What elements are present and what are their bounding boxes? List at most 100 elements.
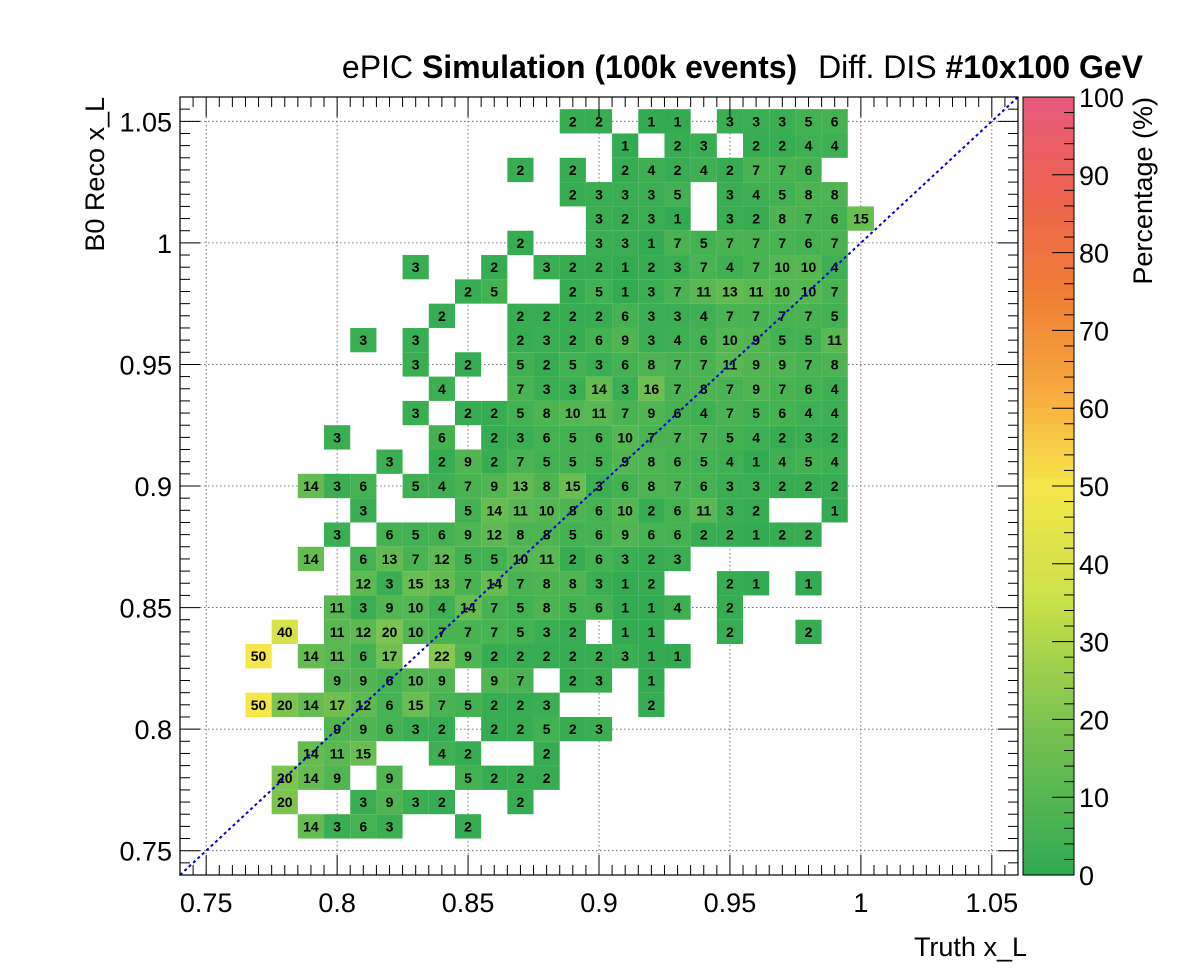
cell-label: 11	[696, 284, 711, 300]
cell-label: 3	[412, 332, 420, 348]
heatmap-cell	[585, 206, 613, 231]
cell-label: 5	[726, 429, 734, 445]
heatmap-cell	[481, 449, 508, 474]
palette-band	[1023, 626, 1074, 635]
heatmap-cell	[690, 327, 717, 353]
z-tick-label: 50	[1079, 472, 1109, 502]
z-tick-label: 90	[1079, 161, 1109, 191]
palette-band	[1023, 587, 1074, 596]
cell-label: 2	[517, 332, 525, 348]
cell-label: 5	[517, 624, 525, 640]
cell-label: 2	[778, 478, 786, 494]
cell-label: 7	[752, 162, 760, 178]
cell-label: 7	[674, 478, 682, 494]
heatmap-cell	[481, 595, 508, 620]
palette-band	[1023, 540, 1074, 549]
cell-label: 3	[674, 308, 682, 324]
heatmap-cell	[638, 279, 665, 304]
cell-label: 1	[647, 600, 655, 616]
cell-label: 9	[778, 356, 786, 372]
palette-band	[1023, 524, 1074, 534]
heatmap-cell	[454, 449, 482, 474]
palette-band	[1023, 135, 1074, 145]
heatmap-cell	[821, 352, 848, 377]
palette-band	[1023, 377, 1074, 386]
cell-label: 3	[621, 235, 629, 251]
heatmap-cell	[428, 376, 455, 401]
palette-band	[1023, 330, 1074, 339]
palette-band	[1023, 244, 1074, 254]
cell-label: 2	[726, 162, 734, 178]
cell-label: 2	[805, 624, 813, 640]
heatmap-cell	[481, 546, 508, 572]
heatmap-cell	[324, 619, 351, 645]
palette-band	[1023, 509, 1074, 518]
heatmap-cell	[507, 522, 534, 547]
cell-label: 4	[805, 405, 813, 421]
heatmap-cell	[769, 449, 796, 474]
cell-label: 10	[801, 259, 817, 275]
heatmap-cell	[533, 595, 560, 620]
cell-label: 3	[543, 259, 551, 275]
heatmap-cell	[638, 473, 665, 499]
heatmap-cell	[716, 571, 744, 596]
heatmap-cell	[533, 741, 560, 766]
palette-band	[1023, 120, 1074, 129]
cell-label: 3	[621, 551, 629, 567]
cell-label: 14	[303, 551, 319, 567]
diagonal-reference-line	[179, 96, 1019, 876]
cell-label: 10	[408, 624, 424, 640]
palette-band	[1023, 314, 1074, 324]
heatmap-cell	[376, 571, 403, 596]
cell-label: 2	[726, 527, 734, 543]
cell-label: 3	[543, 332, 551, 348]
cell-label: 22	[434, 648, 450, 664]
heatmap-cell	[507, 644, 534, 669]
heatmap-cell	[585, 376, 613, 401]
heatmap-cell	[795, 303, 822, 328]
cell-label: 8	[543, 478, 551, 494]
heatmap-cell	[795, 255, 822, 280]
heatmap-cell	[716, 449, 744, 474]
palette-band	[1023, 851, 1074, 861]
palette-band	[1023, 361, 1074, 370]
heatmap-cell	[428, 716, 455, 742]
cell-label: 3	[674, 551, 682, 567]
cell-label: 17	[382, 648, 398, 664]
cell-label: 2	[805, 478, 813, 494]
cell-label: 10	[775, 259, 791, 275]
heatmap-cell	[533, 376, 560, 401]
heatmap-cell	[716, 595, 744, 620]
heatmap-cell	[638, 498, 665, 523]
cell-label: 4	[647, 162, 655, 178]
palette-band	[1023, 190, 1074, 199]
heatmap-cell	[821, 376, 848, 401]
cell-label: 4	[778, 454, 786, 470]
cell-label: 1	[647, 673, 655, 689]
cell-label: 2	[752, 211, 760, 227]
heatmap-cell	[402, 692, 429, 717]
palette-band	[1023, 734, 1074, 744]
cell-label: 15	[408, 575, 424, 591]
palette-band	[1023, 275, 1074, 285]
cell-label: 8	[569, 575, 577, 591]
heatmap-cell	[324, 765, 351, 790]
heatmap-cell	[559, 279, 586, 304]
palette-band	[1023, 696, 1074, 705]
palette-band	[1023, 501, 1074, 510]
cell-label: 6	[831, 113, 839, 129]
cell-label: 6	[595, 551, 603, 567]
heatmap-cell	[533, 692, 560, 717]
cell-label: 6	[595, 429, 603, 445]
heatmap-cell	[481, 425, 508, 450]
heatmap-cell	[324, 716, 351, 742]
cell-label: 2	[647, 697, 655, 713]
heatmap-cell	[612, 376, 639, 401]
heatmap-cell	[507, 668, 534, 693]
cell-label: 1	[647, 648, 655, 664]
heatmap-cell	[559, 376, 586, 401]
cell-label: 7	[805, 356, 813, 372]
heatmap-cell	[271, 789, 298, 815]
title-process: Diff. DIS	[818, 49, 937, 85]
diagonal-layer	[179, 96, 1019, 876]
